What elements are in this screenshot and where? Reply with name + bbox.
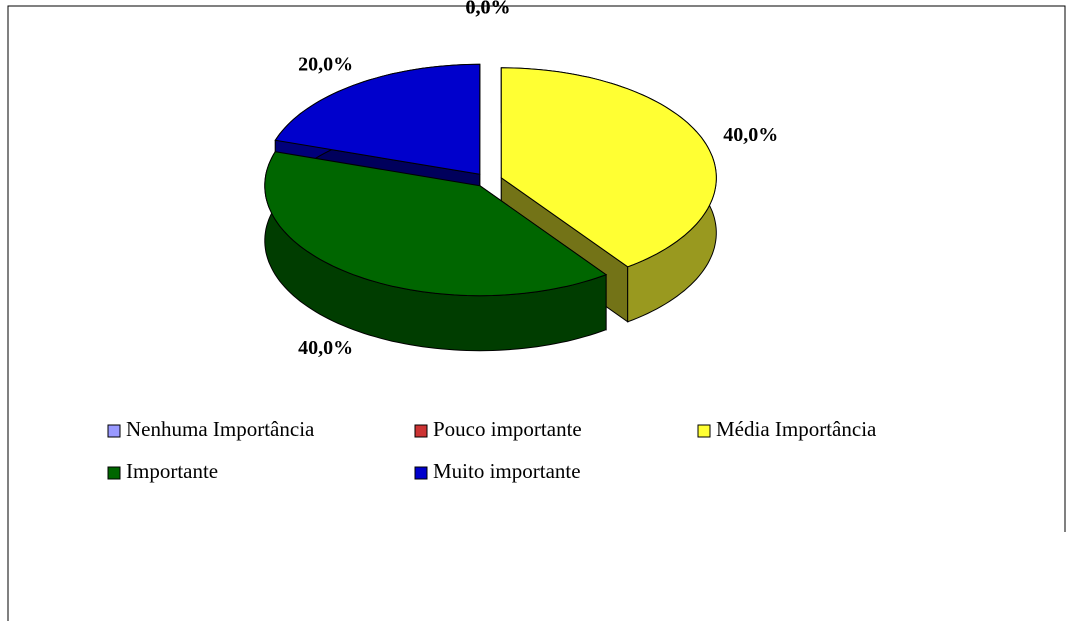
- slice: [500, 67, 717, 268]
- legend-label: Nenhuma Importância: [126, 417, 315, 441]
- legend-swatch: [107, 466, 121, 480]
- chart-frame: [7, 5, 1066, 621]
- slice: [274, 63, 481, 175]
- legend-swatch: [414, 466, 428, 480]
- data-label: 0,0%: [466, 0, 511, 18]
- legend-label: Importante: [126, 459, 218, 483]
- legend-label: Média Importância: [716, 417, 877, 441]
- legend-swatch: [414, 424, 428, 438]
- data-label: 40,0%: [723, 124, 778, 146]
- legend-label: Pouco importante: [433, 417, 582, 441]
- pie-tops: [264, 63, 717, 297]
- legend-label: Muito importante: [433, 459, 581, 483]
- data-label: 0,0%: [466, 0, 511, 18]
- data-label: 20,0%: [298, 53, 353, 75]
- legend-swatch: [697, 424, 711, 438]
- data-label: 40,0%: [298, 337, 353, 359]
- slice: [264, 151, 608, 297]
- legend-swatch: [107, 424, 121, 438]
